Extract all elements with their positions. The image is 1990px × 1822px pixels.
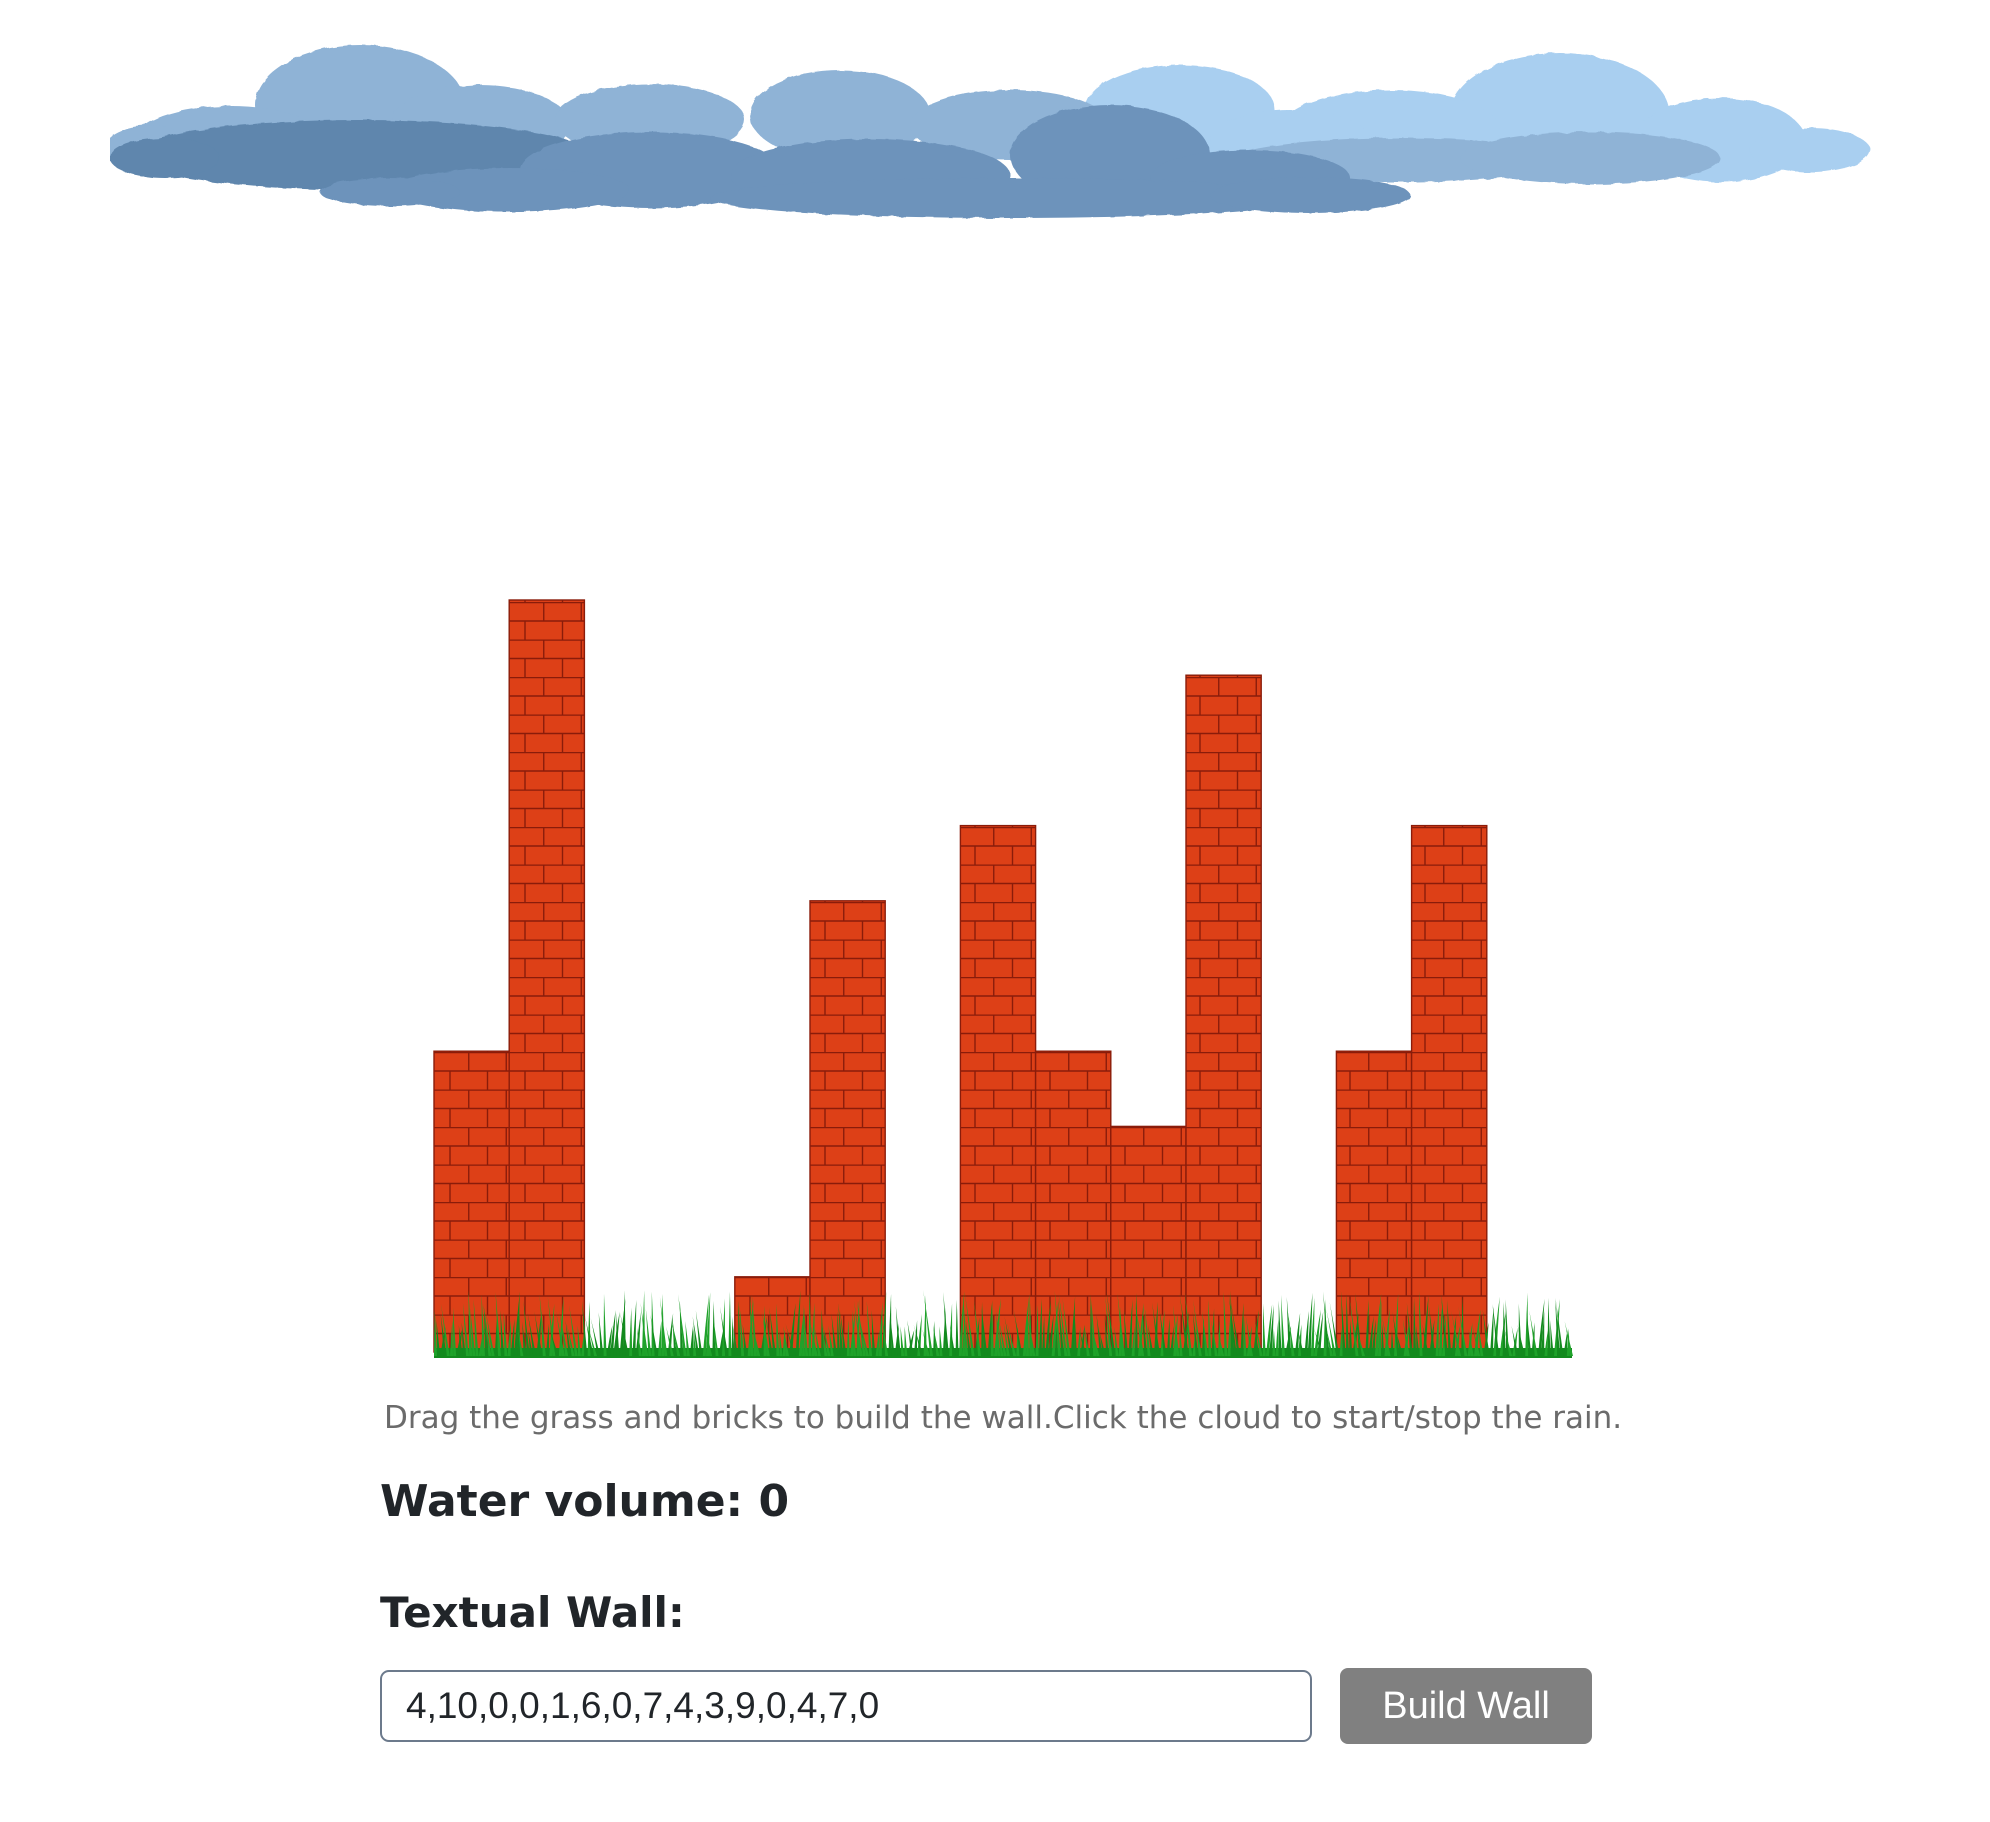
build-wall-button[interactable]: Build Wall [1340, 1668, 1592, 1744]
water-volume: Water volume: 0 [380, 1476, 789, 1527]
textual-wall-input[interactable] [380, 1670, 1312, 1742]
water-volume-value: 0 [758, 1476, 790, 1527]
textual-wall-heading: Textual Wall: [380, 1588, 685, 1637]
wall-canvas [433, 599, 1573, 1358]
instructions-text: Drag the grass and bricks to build the w… [384, 1400, 1623, 1436]
brick-column[interactable] [508, 599, 586, 1353]
rain-cloud-icon[interactable] [110, 30, 1880, 230]
brick-column[interactable] [1185, 674, 1262, 1353]
brick-column[interactable] [433, 1050, 510, 1353]
brick-column[interactable] [1410, 824, 1488, 1353]
brick-column[interactable] [809, 900, 886, 1353]
brick-column[interactable] [1110, 1125, 1187, 1353]
brick-column[interactable] [1335, 1050, 1413, 1353]
water-volume-label: Water volume: [380, 1476, 744, 1527]
brick-column[interactable] [1034, 1050, 1112, 1353]
grass-strip[interactable] [434, 1290, 1573, 1358]
brick-column[interactable] [959, 824, 1037, 1353]
